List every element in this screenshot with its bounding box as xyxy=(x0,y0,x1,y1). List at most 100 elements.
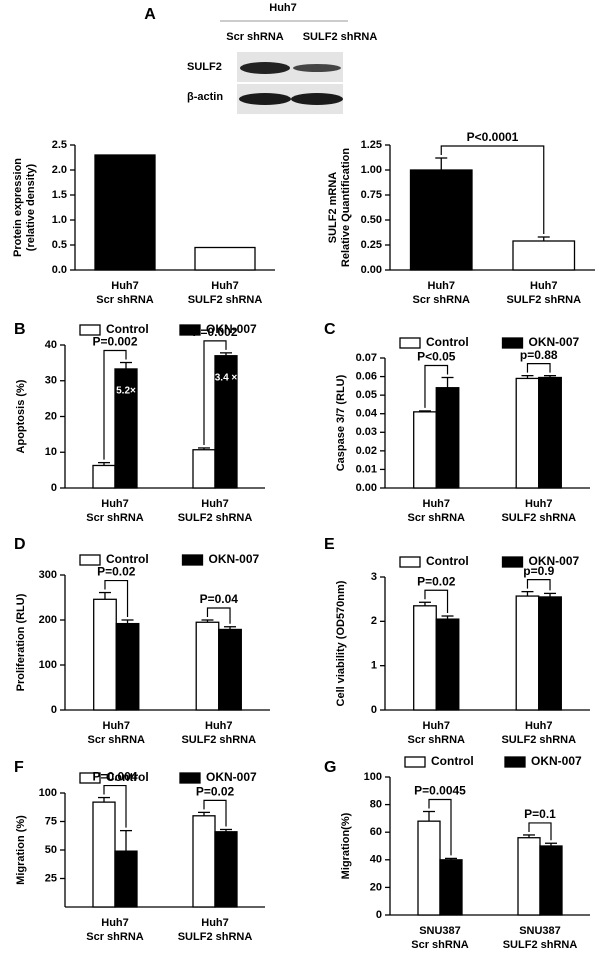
legend-swatch xyxy=(404,756,426,768)
y-tick-label: 0.01 xyxy=(356,463,377,475)
legend-swatch xyxy=(79,554,101,566)
y-tick-label: 80 xyxy=(370,799,382,811)
blot-row-label: SULF2 xyxy=(187,61,222,73)
panel-letter: F xyxy=(14,759,24,776)
legend-label: Control xyxy=(106,552,149,566)
x-tick-label: Scr shRNA xyxy=(86,512,144,524)
bar xyxy=(218,628,242,711)
y-tick-label: 25 xyxy=(45,872,57,884)
p-bracket xyxy=(103,349,127,460)
y-tick-label: 0.00 xyxy=(356,482,377,494)
y-tick-label: 200 xyxy=(39,614,57,626)
y-axis-label: Migration(%) xyxy=(340,812,352,879)
legend-label: Control xyxy=(106,322,149,336)
bar xyxy=(214,355,238,489)
legend-label: OKN-007 xyxy=(206,322,257,336)
bar xyxy=(192,815,216,908)
p-value: p=0.88 xyxy=(520,348,558,362)
p-bracket xyxy=(440,145,545,234)
bar xyxy=(92,464,116,489)
bar xyxy=(538,376,562,489)
y-tick-label: 0.5 xyxy=(52,239,67,251)
y-tick-label: 20 xyxy=(370,881,382,893)
x-tick-label: SULF2 shRNA xyxy=(506,294,581,306)
legend-label: Control xyxy=(431,754,474,768)
x-tick-label: Scr shRNA xyxy=(413,294,471,306)
bar-note: 3.4 × xyxy=(215,372,238,383)
bar xyxy=(92,801,116,908)
x-tick-label: SULF2 shRNA xyxy=(181,734,256,746)
y-tick-label: 0.0 xyxy=(52,264,67,276)
y-tick-label: 0.04 xyxy=(356,408,378,420)
bar-note: 5.2× xyxy=(116,386,136,397)
y-tick-label: 0.75 xyxy=(361,189,382,201)
y-tick-label: 1 xyxy=(371,660,377,672)
legend-swatch xyxy=(179,324,201,336)
legend-label: Control xyxy=(426,554,469,568)
p-value: P=0.02 xyxy=(417,574,456,588)
p-bracket xyxy=(203,340,227,445)
p-bracket xyxy=(424,589,449,614)
x-tick-label: SNU387 xyxy=(519,925,561,937)
y-tick-label: 2.0 xyxy=(52,164,67,176)
bar xyxy=(538,596,562,711)
bar xyxy=(114,368,138,489)
blot-band xyxy=(293,64,341,72)
x-tick-label: Scr shRNA xyxy=(408,734,466,746)
p-bracket xyxy=(103,784,127,828)
p-value: P<0.0001 xyxy=(467,130,519,144)
bar xyxy=(413,605,437,711)
p-value: P=0.004 xyxy=(92,770,137,784)
p-bracket xyxy=(526,363,551,373)
y-tick-label: 0.03 xyxy=(356,426,377,438)
y-tick-label: 20 xyxy=(45,410,57,422)
bar xyxy=(435,387,460,489)
y-tick-label: 1.00 xyxy=(361,164,382,176)
blot-lane: SULF2 shRNA xyxy=(303,31,378,43)
panel-letter: A xyxy=(144,6,156,23)
x-tick-label: Huh7 xyxy=(101,917,129,929)
panel-letter: E xyxy=(324,536,335,553)
bar xyxy=(94,154,156,271)
bar xyxy=(515,377,540,489)
legend-swatch xyxy=(504,756,526,768)
y-tick-label: 0 xyxy=(376,909,382,921)
blot-band xyxy=(239,93,291,105)
legend-label: Control xyxy=(106,770,149,784)
p-bracket xyxy=(203,799,227,827)
p-bracket xyxy=(424,364,449,408)
y-tick-label: 1.0 xyxy=(52,214,67,226)
x-tick-label: Huh7 xyxy=(205,720,233,732)
x-tick-label: SULF2 shRNA xyxy=(188,294,263,306)
bar xyxy=(214,831,238,908)
y-axis-label: Protein expression xyxy=(12,158,24,257)
panel-letter: G xyxy=(324,759,336,776)
p-bracket xyxy=(104,579,129,617)
bar xyxy=(517,837,541,916)
y-axis-label: Caspase 3/7 (RLU) xyxy=(335,374,347,471)
legend-swatch xyxy=(399,337,421,349)
y-tick-label: 2.5 xyxy=(52,139,67,151)
bar xyxy=(435,618,460,711)
y-tick-label: 0.00 xyxy=(361,264,382,276)
legend-swatch xyxy=(399,556,421,568)
y-axis-label: (relative density) xyxy=(25,163,37,251)
y-tick-label: 100 xyxy=(39,787,57,799)
x-tick-label: Huh7 xyxy=(211,280,239,292)
bar xyxy=(439,859,463,916)
x-tick-label: Huh7 xyxy=(111,280,139,292)
y-tick-label: 10 xyxy=(45,446,57,458)
y-tick-label: 100 xyxy=(364,771,382,783)
y-tick-label: 50 xyxy=(45,844,57,856)
y-tick-label: 0.25 xyxy=(361,239,382,251)
y-tick-label: 75 xyxy=(45,815,57,827)
bar xyxy=(194,246,256,271)
p-value: P=0.02 xyxy=(97,565,136,579)
p-bracket xyxy=(526,579,551,591)
y-tick-label: 100 xyxy=(39,659,57,671)
blot-lane: Scr shRNA xyxy=(226,31,284,43)
x-tick-label: SNU387 xyxy=(419,925,461,937)
p-value: P=0.002 xyxy=(92,335,137,349)
legend-label: Control xyxy=(426,335,469,349)
